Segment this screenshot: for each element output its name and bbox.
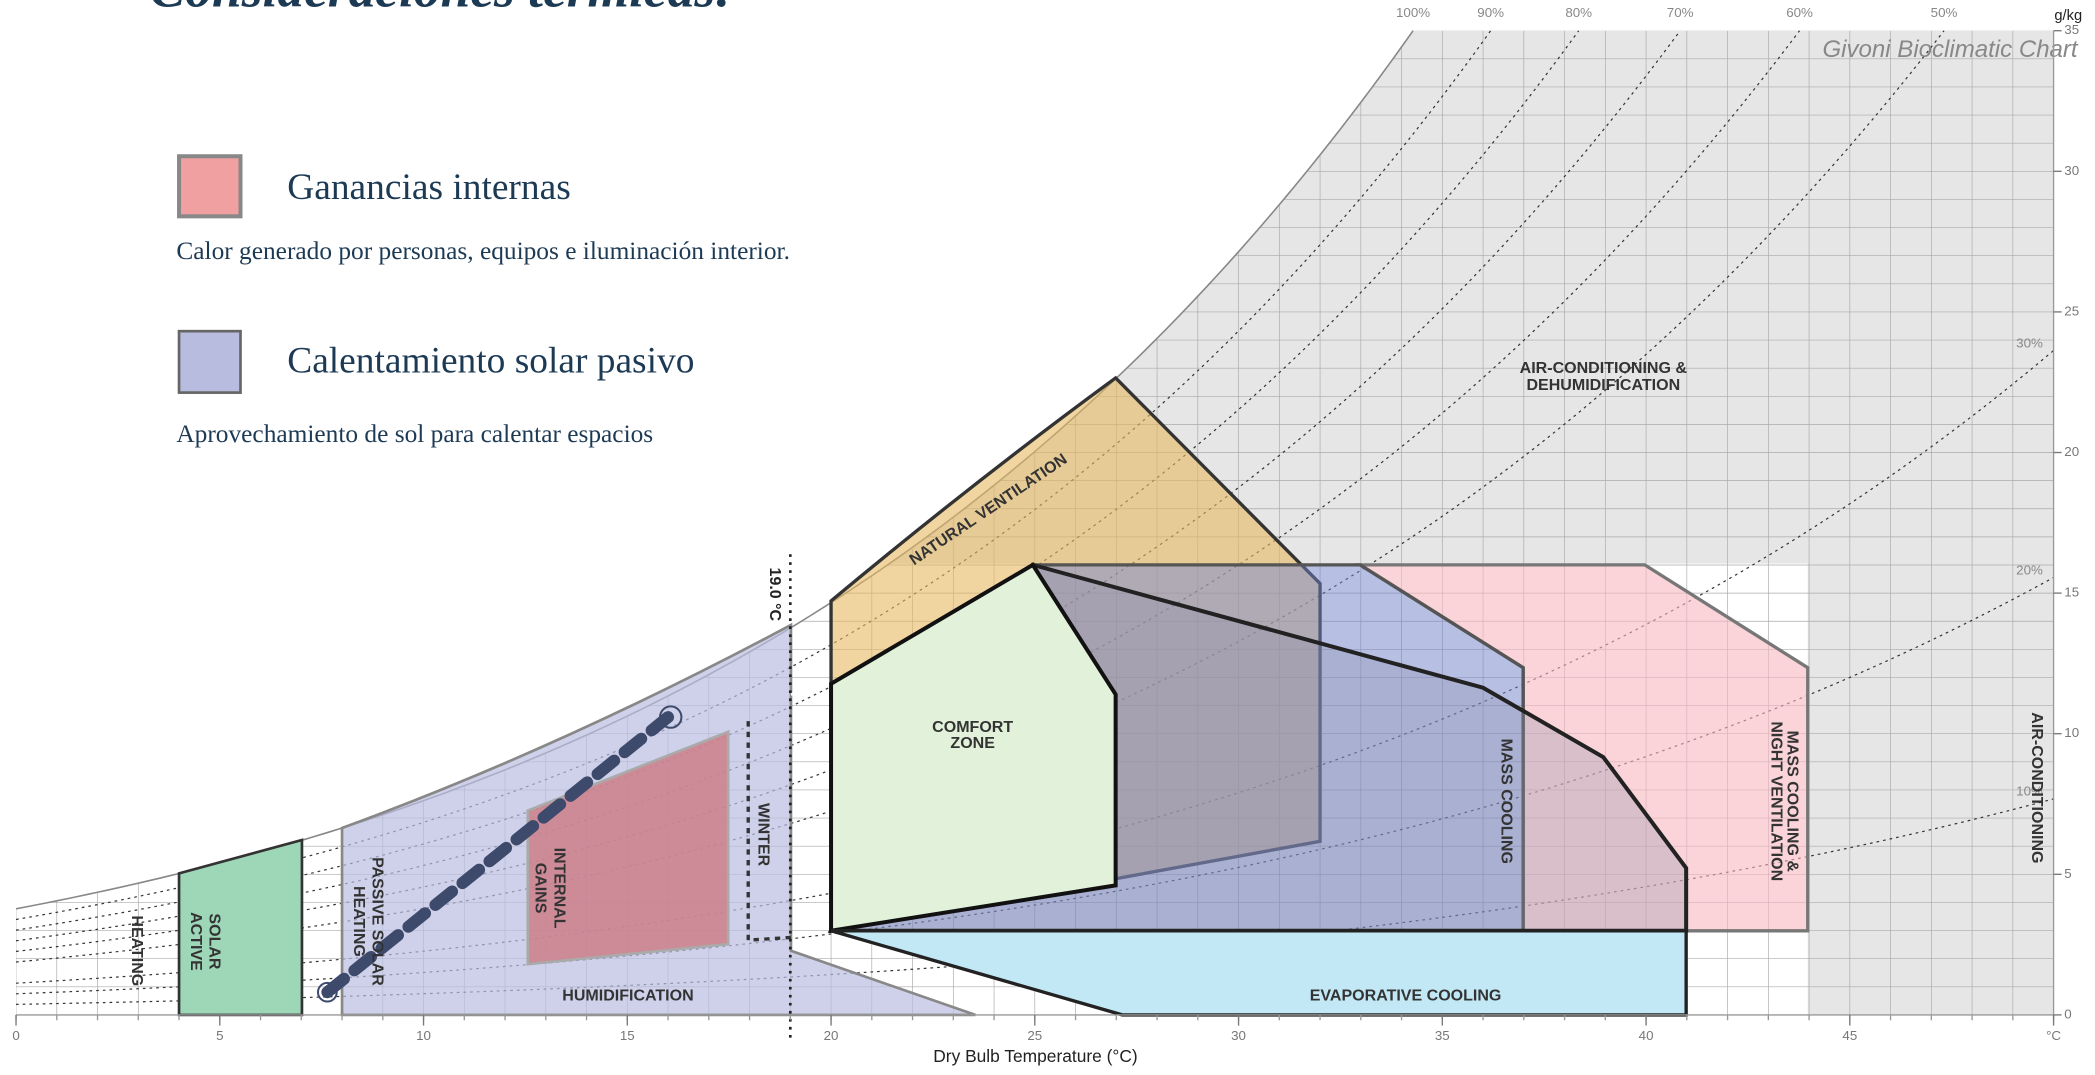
rh-label: 70% (1667, 5, 1694, 20)
x-tick-label: 10 (416, 1028, 431, 1043)
x-tick-label: 5 (216, 1028, 223, 1043)
rh-label: 90% (1477, 5, 1504, 20)
legend-title: Ganancias internas (287, 167, 571, 208)
y-tick-label: 15 (2064, 585, 2079, 600)
x-axis-label: Dry Bulb Temperature (°C) (933, 1046, 1137, 1066)
rh-label: 30% (2016, 335, 2043, 350)
legend-description: Calor generado por personas, equipos e i… (176, 237, 790, 265)
rh-label: 50% (1931, 5, 1958, 20)
y-unit: g/kg (2054, 8, 2082, 24)
rh-label: 100% (1396, 5, 1430, 20)
zone-label: SOLAR (206, 913, 224, 969)
zone-label: HEATING (128, 915, 146, 986)
trend-end (659, 705, 683, 729)
x-tick-label: 30 (1231, 1028, 1246, 1043)
chart-title: Givoni Bioclimatic Chart (1822, 36, 2078, 63)
y-tick-label: 25 (2064, 303, 2079, 318)
y-tick-label: 10 (2064, 725, 2079, 740)
zone-label: GAINS (532, 863, 550, 914)
y-tick-label: 35 (2064, 22, 2079, 37)
zone-label: PASSIVE SOLAR (369, 857, 387, 986)
evaporative-zone (830, 929, 1688, 1017)
y-tick-label: 30 (2064, 163, 2079, 178)
slide-title: Consideraciones térmicas: (150, 0, 733, 19)
winter-limit-label: 19.0 °C (766, 568, 784, 622)
x-tick-label: 0 (12, 1028, 19, 1043)
x-tick-label: 25 (1027, 1028, 1042, 1043)
legend-title: Calentamiento solar pasivo (287, 341, 694, 382)
trend-start (316, 981, 338, 1003)
y-tick-label: 0 (2064, 1006, 2071, 1021)
rh-label: 80% (1565, 5, 1592, 20)
zone-label: HEATING (350, 886, 368, 957)
rh-label: 60% (1786, 5, 1813, 20)
connector (790, 682, 832, 696)
rh-curve (15, 30, 1580, 931)
internal-gains-zone (526, 729, 730, 966)
zone-label: NIGHT VENTILATION (1767, 721, 1785, 881)
gray-region (889, 30, 2054, 1015)
zone-label: HUMIDIFICATION (562, 986, 693, 1004)
zone-label: MASS COOLING & (1783, 731, 1801, 873)
legend-swatch (177, 329, 242, 394)
legend-description: Aprovechamiento de sol para calentar esp… (176, 420, 653, 448)
zone-label: ACTIVE (187, 912, 205, 971)
x-tick-label: °C (2046, 1028, 2061, 1043)
x-tick-label: 15 (620, 1028, 635, 1043)
x-tick-label: 45 (1842, 1028, 1857, 1043)
x-tick-label: 40 (1639, 1028, 1654, 1043)
zone-label: AIR-CONDITIONING (2028, 712, 2046, 863)
y-tick-label: 20 (2064, 444, 2079, 459)
legend-swatch (177, 154, 243, 219)
rh-label: 10% (2016, 784, 2043, 799)
trend-line (321, 711, 675, 999)
zone-label: MASS COOLING (1498, 739, 1516, 864)
zone-label: EVAPORATIVE COOLING (1310, 986, 1502, 1004)
rh-curve (15, 30, 1801, 952)
comfort-zone (829, 562, 1118, 934)
zone-label: WINTER (755, 803, 773, 867)
zone-label: COMFORT (932, 718, 1013, 736)
zone-label: DEHUMIDIFICATION (1526, 376, 1680, 394)
rh-label: 20% (2016, 562, 2043, 577)
x-tick-label: 20 (824, 1028, 839, 1043)
y-tick-label: 5 (2064, 866, 2071, 881)
zone-label: AIR-CONDITIONING & (1520, 359, 1688, 377)
winter-box (746, 721, 792, 942)
zone-label: ZONE (950, 734, 995, 752)
zone-label: INTERNAL (550, 848, 568, 929)
x-tick-label: 35 (1435, 1028, 1450, 1043)
